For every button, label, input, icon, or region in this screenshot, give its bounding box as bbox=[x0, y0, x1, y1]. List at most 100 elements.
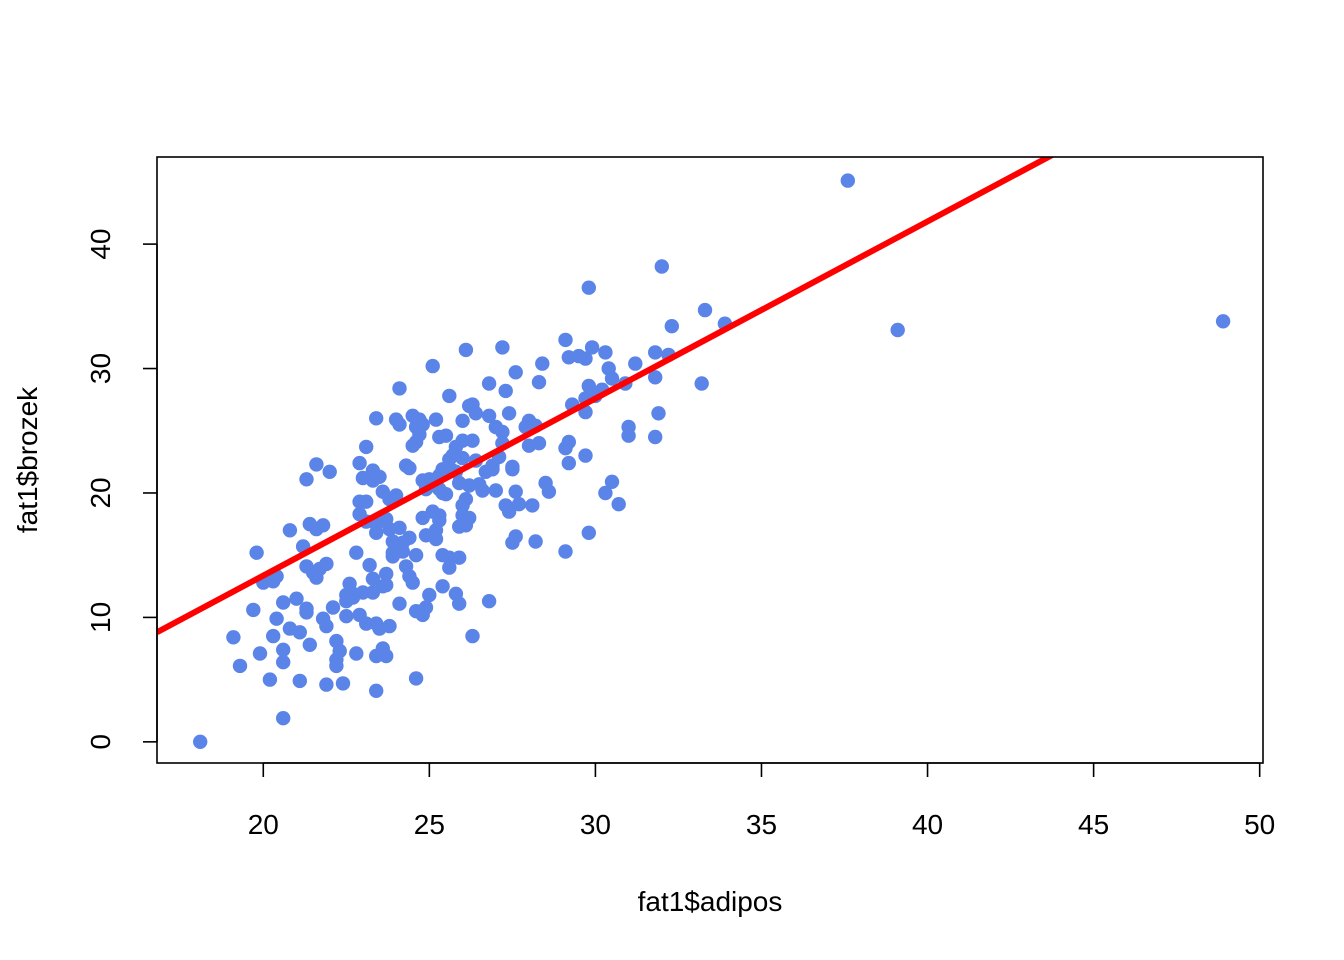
data-point bbox=[408, 671, 424, 686]
data-point bbox=[388, 488, 404, 503]
data-point bbox=[648, 370, 663, 385]
data-point bbox=[402, 460, 417, 476]
data-point bbox=[501, 406, 517, 421]
data-point bbox=[246, 602, 261, 618]
data-point bbox=[395, 544, 410, 559]
x-tick-label: 40 bbox=[912, 809, 943, 840]
y-tick-label: 10 bbox=[85, 602, 116, 633]
x-tick-label: 20 bbox=[248, 809, 279, 840]
data-point bbox=[840, 173, 855, 188]
data-point bbox=[535, 356, 550, 371]
data-point bbox=[319, 556, 334, 572]
x-axis-title: fat1$adipos bbox=[638, 886, 783, 917]
data-point bbox=[442, 560, 457, 575]
y-tick-label: 40 bbox=[85, 229, 116, 260]
data-point bbox=[302, 637, 317, 652]
data-point bbox=[276, 711, 291, 726]
data-point bbox=[561, 455, 576, 471]
data-point bbox=[276, 595, 291, 610]
data-point bbox=[664, 319, 679, 334]
data-point bbox=[352, 455, 367, 471]
data-point bbox=[365, 571, 381, 586]
data-point bbox=[611, 497, 626, 512]
data-point bbox=[442, 550, 457, 565]
data-point bbox=[325, 600, 341, 615]
x-tick-label: 45 bbox=[1078, 809, 1109, 840]
axes: 20 25 30 35 40 45 50 0 10 20 30 40 bbox=[85, 229, 1275, 840]
data-point bbox=[438, 428, 454, 443]
data-point bbox=[508, 484, 523, 499]
data-point bbox=[458, 342, 474, 358]
plot-frame bbox=[156, 156, 1264, 764]
data-point bbox=[369, 525, 384, 540]
regression-line bbox=[157, 157, 1055, 635]
data-point bbox=[299, 472, 314, 487]
data-point bbox=[359, 494, 374, 509]
data-point bbox=[465, 433, 480, 448]
data-point bbox=[438, 487, 454, 502]
data-point bbox=[458, 492, 474, 507]
data-point bbox=[465, 628, 480, 644]
data-point bbox=[415, 417, 430, 432]
x-tick-label: 35 bbox=[746, 809, 777, 840]
data-point bbox=[349, 545, 364, 560]
data-point bbox=[598, 485, 613, 501]
data-point bbox=[528, 534, 543, 549]
x-tick-label: 50 bbox=[1244, 809, 1275, 840]
data-point bbox=[379, 648, 394, 664]
data-point bbox=[382, 618, 397, 634]
data-point bbox=[501, 504, 517, 519]
data-point bbox=[505, 459, 520, 474]
y-tick-label: 0 bbox=[85, 734, 116, 750]
data-point bbox=[422, 587, 437, 603]
data-point bbox=[498, 383, 513, 399]
data-point bbox=[435, 579, 450, 594]
data-point bbox=[1215, 314, 1231, 329]
data-point bbox=[322, 464, 337, 479]
data-point bbox=[495, 340, 510, 355]
data-point bbox=[452, 550, 467, 565]
data-point bbox=[379, 566, 394, 582]
data-point bbox=[485, 462, 500, 477]
data-point bbox=[697, 302, 713, 318]
data-point bbox=[558, 544, 573, 559]
data-point bbox=[581, 280, 596, 295]
data-point bbox=[292, 673, 307, 689]
data-point bbox=[452, 596, 467, 611]
data-point bbox=[299, 605, 314, 620]
data-point bbox=[355, 585, 371, 600]
data-point bbox=[481, 594, 497, 609]
data-point bbox=[604, 474, 620, 489]
data-point bbox=[455, 413, 470, 428]
data-point bbox=[335, 676, 351, 691]
data-point bbox=[488, 483, 503, 498]
data-point bbox=[359, 439, 374, 455]
data-point bbox=[349, 646, 364, 661]
data-point bbox=[262, 672, 278, 687]
data-point bbox=[475, 483, 490, 498]
data-point bbox=[648, 345, 663, 360]
data-point bbox=[495, 424, 510, 440]
data-point bbox=[392, 417, 407, 432]
data-point bbox=[226, 630, 241, 645]
data-points bbox=[193, 173, 1231, 749]
data-point bbox=[392, 596, 407, 611]
data-point bbox=[890, 322, 905, 338]
data-point bbox=[292, 625, 307, 640]
data-point bbox=[525, 498, 540, 513]
data-point bbox=[289, 591, 304, 606]
data-point bbox=[455, 450, 470, 466]
data-point bbox=[362, 557, 377, 573]
data-point bbox=[508, 365, 523, 380]
data-point bbox=[531, 436, 547, 451]
data-point bbox=[425, 358, 440, 374]
data-point bbox=[276, 655, 291, 670]
data-point bbox=[232, 658, 248, 674]
y-tick-label: 30 bbox=[85, 353, 116, 384]
data-point bbox=[481, 408, 497, 423]
data-point bbox=[628, 356, 643, 371]
data-point bbox=[604, 371, 620, 386]
data-point bbox=[541, 484, 557, 499]
data-point bbox=[332, 643, 347, 659]
x-tick-label: 25 bbox=[414, 809, 445, 840]
